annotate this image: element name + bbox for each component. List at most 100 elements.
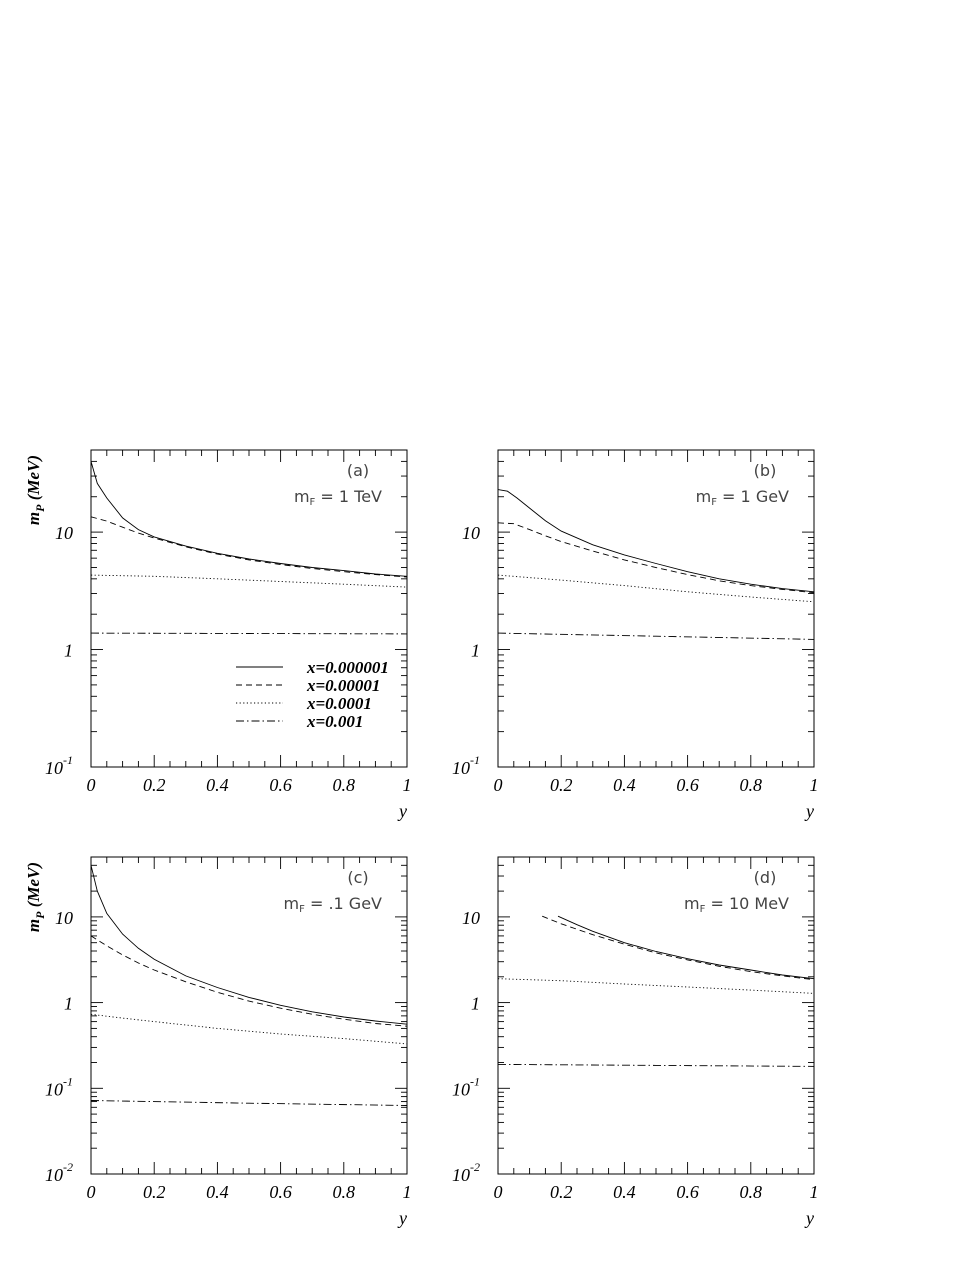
y-axis-label-main: m <box>24 512 43 525</box>
x-tick-label: 1 <box>810 1182 819 1202</box>
y-tick-exponent: -1 <box>470 1074 480 1088</box>
y-tick-label: 1 <box>471 994 480 1014</box>
x-tick-label: 0.6 <box>269 1182 292 1202</box>
series-line-dashed <box>497 522 815 594</box>
y-tick-label: 10-2 <box>45 1160 73 1185</box>
y-tick-label: 1 <box>471 641 480 661</box>
y-axis-label: mP (MeV) <box>24 455 47 525</box>
y-tick-base: 10 <box>45 758 63 778</box>
y-tick-label: 10-1 <box>45 1074 73 1099</box>
y-tick-base: 1 <box>471 641 480 661</box>
panel-label: (a) <box>347 461 369 480</box>
annotation-main: m <box>284 894 300 913</box>
y-tick-base: 10 <box>45 1079 63 1099</box>
y-tick-exponent: -1 <box>470 753 480 767</box>
y-axis-label-rest: (MeV) <box>24 455 43 505</box>
annotation-rest: = 1 TeV <box>315 487 382 506</box>
series-line-dotted <box>90 1013 408 1045</box>
mass-annotation: mF = 10 MeV <box>684 894 789 915</box>
x-tick-label: 0.4 <box>613 1182 636 1202</box>
y-tick-exponent: -2 <box>470 1160 480 1174</box>
y-tick-label: 10 <box>462 908 480 928</box>
x-tick-label: 0.8 <box>740 775 763 795</box>
y-axis-label-sub: P <box>33 911 47 919</box>
x-tick-label: 0.8 <box>333 1182 356 1202</box>
y-tick-label: 10-1 <box>45 753 73 778</box>
x-tick-label: 0.4 <box>206 1182 229 1202</box>
series-line-solid <box>497 489 815 593</box>
series-line-solid <box>557 915 815 980</box>
x-axis-label: y <box>397 801 407 821</box>
annotation-sub: F <box>700 904 706 915</box>
x-tick-label: 0.8 <box>333 775 356 795</box>
y-tick-base: 10 <box>452 1079 470 1099</box>
x-tick-label: 0 <box>87 775 96 795</box>
mass-annotation: mF = 1 GeV <box>696 487 789 508</box>
x-tick-label: 0.2 <box>550 1182 573 1202</box>
y-tick-base: 10 <box>462 908 480 928</box>
x-tick-label: 0.6 <box>676 1182 699 1202</box>
annotation-rest: = 10 MeV <box>705 894 789 913</box>
series-line-solid <box>90 865 408 1025</box>
legend-label: x=0.001 <box>306 712 363 731</box>
x-axis-label: y <box>804 1208 814 1228</box>
y-axis-label-sub: P <box>33 504 47 512</box>
y-tick-base: 1 <box>471 994 480 1014</box>
annotation-rest: = 1 GeV <box>717 487 789 506</box>
y-tick-label: 10-2 <box>452 1160 480 1185</box>
panel-label: (b) <box>754 461 777 480</box>
annotation-rest: = .1 GeV <box>305 894 382 913</box>
y-tick-label: 1 <box>64 641 73 661</box>
annotation-sub: F <box>310 497 316 508</box>
x-tick-label: 0 <box>494 1182 503 1202</box>
series-line-dashdot <box>497 632 815 640</box>
series-line-dashdot <box>497 1063 815 1067</box>
mass-annotation: mF = 1 TeV <box>294 487 382 508</box>
y-tick-base: 10 <box>452 758 470 778</box>
x-tick-label: 0.2 <box>550 775 573 795</box>
series-line-dashdot <box>90 632 408 635</box>
y-tick-exponent: -1 <box>63 1074 73 1088</box>
y-tick-label: 1 <box>64 994 73 1014</box>
x-tick-label: 0 <box>494 775 503 795</box>
series-line-dotted <box>497 978 815 994</box>
series-line-dashdot <box>90 1100 408 1106</box>
y-tick-base: 10 <box>452 1165 470 1185</box>
y-tick-base: 10 <box>45 1165 63 1185</box>
annotation-main: m <box>294 487 310 506</box>
y-tick-exponent: -1 <box>63 753 73 767</box>
series-line-dotted <box>90 574 408 588</box>
y-axis-label-main: m <box>24 919 43 932</box>
mass-annotation: mF = .1 GeV <box>284 894 383 915</box>
series-line-dashed <box>542 915 815 981</box>
series-line-dashed <box>90 516 408 578</box>
y-tick-label: 10 <box>462 523 480 543</box>
y-tick-base: 10 <box>462 523 480 543</box>
y-tick-exponent: -2 <box>63 1160 73 1174</box>
x-tick-label: 0 <box>87 1182 96 1202</box>
x-tick-label: 0.4 <box>613 775 636 795</box>
x-tick-label: 0.2 <box>143 775 166 795</box>
y-tick-base: 10 <box>55 523 73 543</box>
x-tick-label: 0.8 <box>740 1182 763 1202</box>
x-tick-label: 0.4 <box>206 775 229 795</box>
x-axis-label: y <box>804 801 814 821</box>
y-tick-label: 10 <box>55 908 73 928</box>
annotation-sub: F <box>299 904 305 915</box>
y-tick-label: 10-1 <box>452 1074 480 1099</box>
annotation-main: m <box>696 487 712 506</box>
panel-label: (c) <box>347 868 368 887</box>
annotation-main: m <box>684 894 700 913</box>
legend-label: x=0.0001 <box>306 694 372 713</box>
annotation-sub: F <box>711 497 717 508</box>
y-axis-label: mP (MeV) <box>24 862 47 932</box>
y-tick-base: 1 <box>64 994 73 1014</box>
legend-label: x=0.000001 <box>306 658 389 677</box>
series-line-dotted <box>497 574 815 603</box>
x-tick-label: 0.6 <box>676 775 699 795</box>
x-tick-label: 1 <box>403 1182 412 1202</box>
